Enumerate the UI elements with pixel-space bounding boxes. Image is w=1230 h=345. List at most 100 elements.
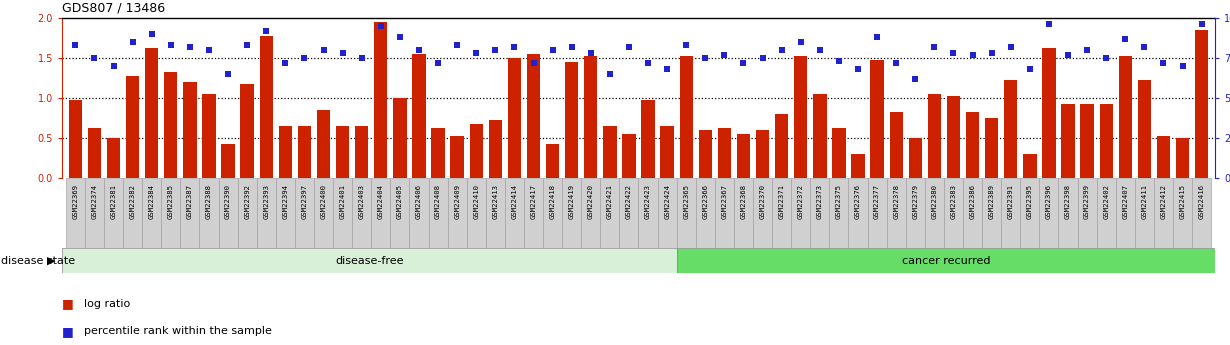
Point bbox=[963, 52, 983, 58]
Bar bbox=[390, 178, 410, 248]
Text: GSM22380: GSM22380 bbox=[931, 184, 937, 219]
Bar bbox=[526, 54, 540, 178]
Point bbox=[925, 44, 945, 50]
Bar bbox=[145, 48, 159, 178]
Bar bbox=[985, 118, 999, 178]
Point bbox=[448, 42, 467, 48]
Bar bbox=[260, 36, 273, 178]
Text: GSM22398: GSM22398 bbox=[1065, 184, 1071, 219]
Bar bbox=[374, 22, 387, 178]
Text: GSM22372: GSM22372 bbox=[798, 184, 803, 219]
Text: GSM22387: GSM22387 bbox=[187, 184, 193, 219]
Point bbox=[1154, 60, 1173, 66]
Bar bbox=[1135, 178, 1154, 248]
Bar bbox=[943, 178, 963, 248]
Bar bbox=[199, 178, 219, 248]
Point bbox=[619, 44, 638, 50]
Bar bbox=[756, 130, 769, 178]
Bar bbox=[811, 178, 829, 248]
Text: GSM22415: GSM22415 bbox=[1180, 184, 1186, 219]
Bar bbox=[791, 178, 811, 248]
Bar bbox=[241, 83, 253, 178]
Text: GSM22394: GSM22394 bbox=[283, 184, 288, 219]
Bar bbox=[772, 178, 791, 248]
Point bbox=[905, 76, 925, 81]
Point bbox=[829, 58, 849, 64]
Bar bbox=[715, 178, 734, 248]
Text: GSM22424: GSM22424 bbox=[664, 184, 670, 219]
Bar bbox=[1196, 30, 1208, 178]
Bar bbox=[314, 178, 333, 248]
Point bbox=[65, 42, 85, 48]
Text: ■: ■ bbox=[62, 325, 74, 338]
Bar bbox=[871, 60, 884, 178]
Bar bbox=[1001, 178, 1021, 248]
Bar bbox=[352, 178, 371, 248]
Point bbox=[542, 47, 562, 53]
Point bbox=[352, 55, 371, 61]
Point bbox=[1058, 52, 1077, 58]
Bar bbox=[1042, 48, 1055, 178]
Bar bbox=[524, 178, 544, 248]
Text: GSM22411: GSM22411 bbox=[1141, 184, 1148, 219]
Text: GSM22414: GSM22414 bbox=[512, 184, 518, 219]
Bar bbox=[1116, 178, 1135, 248]
Bar bbox=[219, 178, 237, 248]
Text: GSM22401: GSM22401 bbox=[339, 184, 346, 219]
Text: GSM22386: GSM22386 bbox=[969, 184, 975, 219]
Point bbox=[638, 60, 658, 66]
Bar bbox=[125, 76, 139, 178]
Bar bbox=[1138, 80, 1151, 178]
Bar bbox=[161, 178, 181, 248]
Text: GSM22418: GSM22418 bbox=[550, 184, 556, 219]
Point bbox=[295, 55, 315, 61]
Bar bbox=[486, 178, 504, 248]
Bar bbox=[622, 134, 636, 178]
Bar bbox=[546, 145, 560, 178]
Text: GSM22376: GSM22376 bbox=[855, 184, 861, 219]
Point bbox=[123, 39, 143, 45]
Text: GSM22373: GSM22373 bbox=[817, 184, 823, 219]
Text: GSM22388: GSM22388 bbox=[205, 184, 212, 219]
Text: GSM22400: GSM22400 bbox=[321, 184, 326, 219]
Bar bbox=[470, 124, 483, 178]
Text: disease-free: disease-free bbox=[336, 256, 403, 266]
Point bbox=[103, 63, 123, 69]
Bar bbox=[221, 145, 235, 178]
Bar bbox=[1097, 178, 1116, 248]
Bar bbox=[829, 178, 849, 248]
Bar bbox=[584, 56, 598, 178]
Bar bbox=[963, 178, 982, 248]
Point bbox=[733, 60, 753, 66]
Text: GSM22408: GSM22408 bbox=[435, 184, 442, 219]
Bar bbox=[620, 178, 638, 248]
Text: GSM22366: GSM22366 bbox=[702, 184, 708, 219]
Point bbox=[1134, 44, 1154, 50]
Point bbox=[410, 47, 429, 53]
Bar bbox=[925, 178, 943, 248]
Point bbox=[180, 44, 199, 50]
Text: GSM22412: GSM22412 bbox=[1160, 184, 1166, 219]
Bar bbox=[562, 178, 582, 248]
Bar bbox=[565, 62, 578, 178]
Bar bbox=[696, 178, 715, 248]
Bar bbox=[237, 178, 257, 248]
Bar bbox=[889, 112, 903, 178]
Bar bbox=[1118, 56, 1132, 178]
Point bbox=[237, 42, 257, 48]
Text: GSM22365: GSM22365 bbox=[683, 184, 689, 219]
Point bbox=[1172, 63, 1192, 69]
Text: GSM22423: GSM22423 bbox=[645, 184, 651, 219]
Bar bbox=[66, 178, 85, 248]
Bar bbox=[1039, 178, 1059, 248]
Text: GSM22375: GSM22375 bbox=[836, 184, 843, 219]
Text: log ratio: log ratio bbox=[84, 299, 130, 308]
Bar bbox=[432, 128, 445, 178]
Text: percentile rank within the sample: percentile rank within the sample bbox=[84, 326, 272, 336]
Bar bbox=[867, 178, 887, 248]
Bar bbox=[600, 178, 620, 248]
Point bbox=[141, 31, 161, 37]
Text: GSM22392: GSM22392 bbox=[245, 184, 250, 219]
Point bbox=[218, 71, 237, 77]
Point bbox=[1039, 22, 1059, 27]
